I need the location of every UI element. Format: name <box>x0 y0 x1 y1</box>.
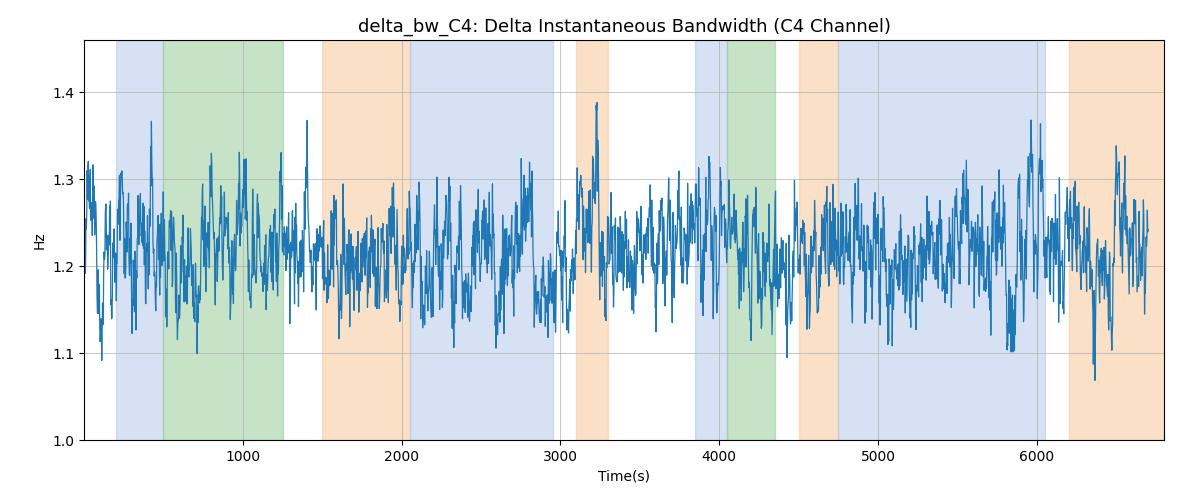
Bar <box>696 40 727 440</box>
X-axis label: Time(s): Time(s) <box>598 470 650 484</box>
Bar <box>409 40 552 440</box>
Bar <box>839 40 1045 440</box>
Bar <box>115 40 163 440</box>
Bar <box>576 40 608 440</box>
Title: delta_bw_C4: Delta Instantaneous Bandwidth (C4 Channel): delta_bw_C4: Delta Instantaneous Bandwid… <box>358 18 890 36</box>
Bar <box>799 40 839 440</box>
Bar <box>323 40 409 440</box>
Bar <box>1069 40 1164 440</box>
Bar <box>727 40 775 440</box>
Bar <box>163 40 282 440</box>
Y-axis label: Hz: Hz <box>32 231 47 249</box>
